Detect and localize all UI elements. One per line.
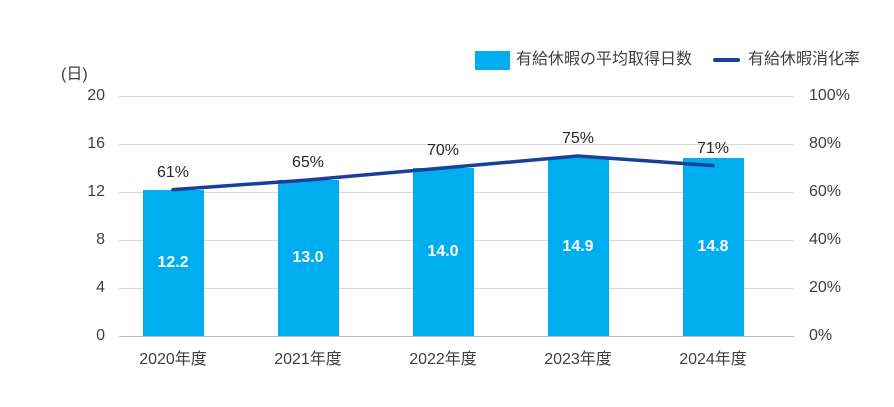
bar-value-label: 14.0 <box>427 243 459 260</box>
right-axis-tick: 100% <box>809 87 850 104</box>
line-point-label: 65% <box>291 154 325 171</box>
bar-value-label: 12.2 <box>157 253 189 271</box>
gridline <box>119 96 794 97</box>
bar-value-label: 14.9 <box>562 237 594 255</box>
left-axis-tick: 4 <box>96 279 105 296</box>
legend-line-label: 有給休暇消化率 <box>748 51 861 68</box>
left-axis-tick: 16 <box>87 135 105 152</box>
bar-value-label: 14.8 <box>697 238 729 256</box>
bar <box>682 158 744 336</box>
left-axis-tick: 12 <box>87 183 105 200</box>
x-axis-label: 2022年度 <box>409 351 477 368</box>
line-point-label: 75% <box>561 130 595 147</box>
left-axis-tick: 20 <box>87 87 105 104</box>
line-point-label: 61% <box>156 163 190 181</box>
bar-value-label: 13.0 <box>292 249 324 266</box>
legend-item-line-series: 有給休暇消化率 <box>713 50 860 70</box>
x-axis-label: 2024年度 <box>679 351 747 368</box>
gridline <box>119 144 794 145</box>
left-axis-tick: 8 <box>96 231 105 248</box>
legend-bar-swatch <box>475 50 510 70</box>
bar <box>547 157 609 336</box>
legend-item-bar-series: 有給休暇の平均取得日数 <box>475 50 692 70</box>
right-axis-tick: 60% <box>809 183 842 200</box>
left-axis-unit-label: (日) <box>61 66 88 83</box>
right-axis-tick: 20% <box>809 279 842 296</box>
x-axis-label: 2021年度 <box>274 351 342 368</box>
right-axis-tick: 40% <box>809 231 842 248</box>
right-axis-tick: 80% <box>809 135 842 152</box>
line-series-layer <box>171 154 715 192</box>
legend-bar-label: 有給休暇の平均取得日数 <box>516 51 693 68</box>
bar <box>142 189 204 336</box>
line-point-label: 71% <box>696 139 730 157</box>
bar <box>412 168 474 336</box>
bar <box>277 180 339 336</box>
trend-line <box>171 154 715 192</box>
x-axis-label: 2023年度 <box>544 351 612 368</box>
legend-line-swatch <box>713 58 741 62</box>
x-axis-line <box>119 336 794 337</box>
legend: 有給休暇の平均取得日数 有給休暇消化率 <box>475 50 860 70</box>
x-axis-label: 2020年度 <box>139 351 207 368</box>
line-point-label: 70% <box>426 142 460 159</box>
right-axis-tick: 0% <box>809 327 833 344</box>
left-axis-tick: 0 <box>96 327 105 344</box>
